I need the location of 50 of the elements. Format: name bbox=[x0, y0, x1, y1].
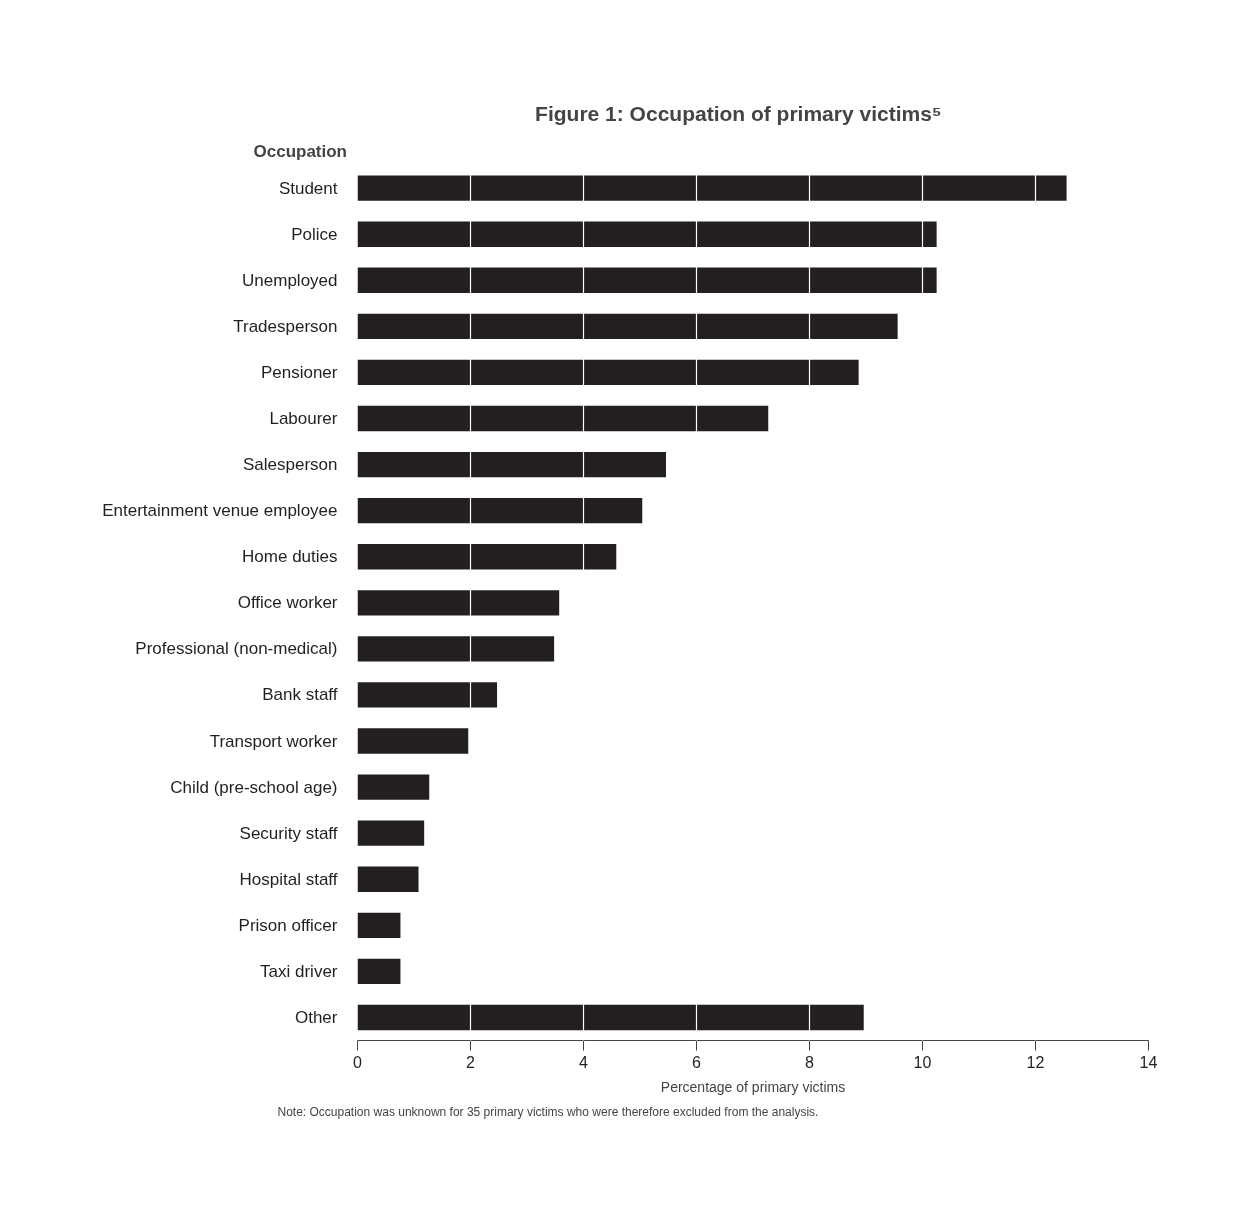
x-tick-label: 8 bbox=[805, 1053, 815, 1071]
y-tick-label: Prison officer bbox=[238, 915, 338, 935]
y-tick-label: Tradesperson bbox=[233, 316, 338, 336]
bar bbox=[357, 636, 555, 662]
bar bbox=[357, 912, 401, 938]
y-tick-label: Office worker bbox=[237, 593, 338, 613]
bar bbox=[357, 682, 498, 708]
x-tick-label: 14 bbox=[1139, 1053, 1158, 1071]
x-tick-label: 6 bbox=[692, 1053, 702, 1071]
y-tick-label: Security staff bbox=[239, 823, 338, 843]
bar bbox=[357, 359, 859, 386]
x-tick-label: 2 bbox=[466, 1053, 476, 1071]
y-tick-label: Bank staff bbox=[262, 685, 338, 705]
bar bbox=[357, 1004, 864, 1031]
bar bbox=[357, 544, 617, 570]
bar bbox=[357, 728, 469, 754]
y-tick-label: Taxi driver bbox=[260, 961, 338, 981]
bar bbox=[357, 497, 643, 524]
x-tick-label: 10 bbox=[913, 1053, 932, 1071]
y-tick-label: Transport worker bbox=[209, 731, 338, 751]
chart-title: Figure 1: Occupation of primary victims⁵ bbox=[535, 101, 942, 125]
y-tick-label: Other bbox=[294, 1007, 338, 1027]
y-tick-label: Labourer bbox=[269, 409, 338, 429]
y-tick-label: Child (pre-school age) bbox=[170, 777, 338, 797]
bar bbox=[357, 313, 898, 340]
x-axis-title: Percentage of primary victims bbox=[660, 1078, 846, 1095]
bar bbox=[357, 221, 937, 247]
y-tick-label: Professional (non-medical) bbox=[135, 639, 338, 659]
bar bbox=[357, 590, 560, 616]
x-tick-label: 0 bbox=[353, 1053, 363, 1071]
bar bbox=[357, 405, 769, 432]
bar bbox=[357, 267, 937, 293]
x-tick-label: 4 bbox=[579, 1053, 589, 1071]
bar bbox=[357, 866, 419, 892]
y-tick-label: Unemployed bbox=[242, 270, 338, 290]
y-tick-label: Entertainment venue employee bbox=[102, 501, 338, 521]
y-tick-label: Home duties bbox=[242, 547, 338, 567]
y-tick-label: Student bbox=[278, 178, 338, 198]
bar bbox=[357, 774, 430, 800]
bar bbox=[357, 451, 666, 478]
y-tick-label: Pensioner bbox=[260, 362, 338, 382]
y-tick-label: Hospital staff bbox=[239, 869, 338, 889]
text: Note: Occupation was unknown for 35 primary victims who were therefore excluded from the analysis. bbox=[277, 1104, 819, 1119]
y-axis-title: Occupation bbox=[253, 141, 348, 161]
bar bbox=[357, 820, 425, 846]
y-tick-label: Police bbox=[291, 224, 338, 244]
bar bbox=[357, 958, 401, 985]
y-tick-label: Salesperson bbox=[243, 455, 338, 475]
x-tick-label: 12 bbox=[1026, 1053, 1045, 1071]
bar bbox=[357, 175, 1067, 201]
